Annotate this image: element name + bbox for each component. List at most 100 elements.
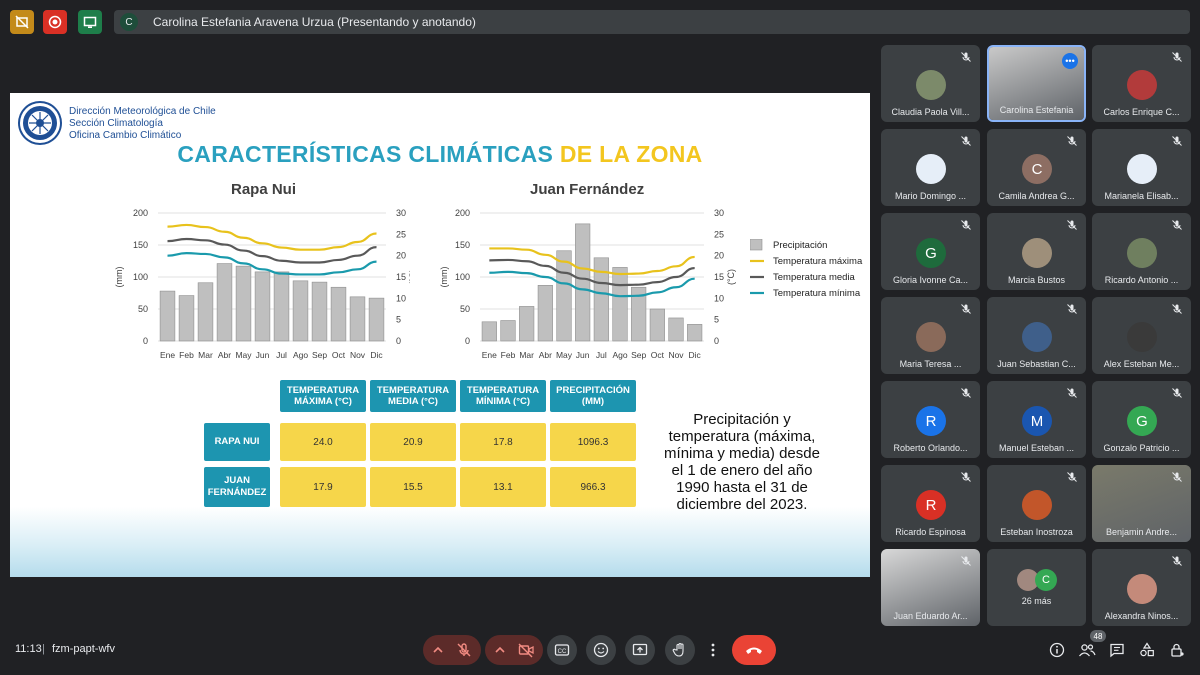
- participant-tile[interactable]: Maria Teresa ...: [881, 297, 980, 374]
- table-header-temp-max: TEMPERATURA MÁXIMA (°C): [280, 380, 366, 412]
- participant-tile[interactable]: Alexandra Ninos...: [1092, 549, 1191, 626]
- bar: [197, 282, 214, 342]
- top-bar: C Carolina Estefania Aravena Urzua (Pres…: [0, 0, 1200, 44]
- more-vert-icon: [711, 643, 715, 657]
- participant-tile[interactable]: Esteban Inostroza: [987, 465, 1086, 542]
- activities-button[interactable]: [1137, 640, 1157, 660]
- bar: [575, 223, 591, 342]
- participant-name: Esteban Inostroza: [1000, 527, 1073, 537]
- y-tick-label: 150: [455, 240, 470, 250]
- legend-label: Temperatura media: [773, 271, 855, 283]
- participant-tile[interactable]: Mario Domingo ...: [881, 129, 980, 206]
- participant-tile[interactable]: Carlos Enrique C...: [1092, 45, 1191, 122]
- y-tick-label: 0: [465, 336, 470, 346]
- chevron-up-icon[interactable]: [432, 644, 444, 656]
- participant-tile[interactable]: R Ricardo Espinosa: [881, 465, 980, 542]
- legend-bar-swatch: [750, 239, 763, 251]
- y-tick-label: 0: [143, 336, 148, 346]
- bar: [556, 250, 572, 342]
- no-present-icon[interactable]: [10, 10, 34, 34]
- present-screen-icon: [632, 643, 648, 656]
- participant-name: Carolina Estefania: [999, 105, 1074, 115]
- mic-off-icon: [961, 304, 971, 314]
- participant-tile[interactable]: G Gonzalo Patricio ...: [1092, 381, 1191, 458]
- participant-tile[interactable]: Alex Esteban Me...: [1092, 297, 1191, 374]
- participant-tile[interactable]: Benjamin Andre...: [1092, 465, 1191, 542]
- captions-button[interactable]: CC: [547, 635, 577, 665]
- participant-tile[interactable]: R Roberto Orlando...: [881, 381, 980, 458]
- mic-off-icon: [1172, 556, 1182, 566]
- bar: [311, 281, 328, 342]
- y2-tick-label: 0: [714, 336, 719, 346]
- present-button[interactable]: [625, 635, 655, 665]
- mic-control[interactable]: [423, 635, 481, 665]
- meeting-info-button[interactable]: [1047, 640, 1067, 660]
- x-tick-label: Nov: [668, 350, 684, 360]
- y2-tick-label: 10: [714, 293, 724, 303]
- bar: [216, 263, 233, 342]
- camera-control[interactable]: [485, 635, 543, 665]
- presenter-banner: C Carolina Estefania Aravena Urzua (Pres…: [114, 10, 1190, 34]
- participant-name: Mario Domingo ...: [894, 191, 967, 201]
- x-tick-label: May: [235, 350, 252, 360]
- bar: [273, 271, 290, 342]
- chart-title-rapa-nui: Rapa Nui: [231, 181, 297, 198]
- participant-tile[interactable]: Marcia Bustos: [987, 213, 1086, 290]
- mic-off-icon: [961, 220, 971, 230]
- mic-off-icon[interactable]: [456, 642, 472, 658]
- participant-tile[interactable]: Claudia Paola Vill...: [881, 45, 980, 122]
- more-options-button[interactable]: [704, 635, 722, 665]
- participant-tile[interactable]: Juan Eduardo Ar...: [881, 549, 980, 626]
- emoji-button[interactable]: [586, 635, 616, 665]
- mic-off-icon: [1067, 136, 1077, 146]
- more-options-icon[interactable]: •••: [1062, 53, 1078, 69]
- participant-name: Marcia Bustos: [1007, 275, 1066, 285]
- participant-name: Gloria Ivonne Ca...: [892, 275, 969, 285]
- host-controls-button[interactable]: [1167, 640, 1187, 660]
- bar: [368, 297, 385, 342]
- chat-button[interactable]: [1107, 640, 1127, 660]
- mic-off-icon: [961, 472, 971, 482]
- participant-tile[interactable]: Carolina Estefania •••: [987, 45, 1086, 122]
- chevron-up-icon[interactable]: [494, 644, 506, 656]
- participant-name: Ricardo Antonio ...: [1104, 275, 1179, 285]
- mic-off-icon: [1172, 472, 1182, 482]
- y-axis-label: (mm): [114, 267, 124, 288]
- clock: 11:13: [15, 643, 42, 655]
- y-tick-label: 100: [133, 272, 148, 282]
- mic-off-icon: [961, 388, 971, 398]
- participant-tile[interactable]: G Gloria Ivonne Ca...: [881, 213, 980, 290]
- legend-precipitacion: Precipitación: [750, 237, 862, 253]
- mic-off-icon: [961, 52, 971, 62]
- chat-icon: [1110, 643, 1124, 658]
- y2-tick-label: 25: [396, 229, 406, 239]
- avatar: [1127, 322, 1157, 352]
- screen-share-icon[interactable]: [78, 10, 102, 34]
- participant-tile[interactable]: Ricardo Antonio ...: [1092, 213, 1191, 290]
- y2-tick-label: 30: [714, 208, 724, 218]
- avatar: [1127, 154, 1157, 184]
- participant-tile[interactable]: C Camila Andrea G...: [987, 129, 1086, 206]
- camera-off-icon[interactable]: [518, 642, 534, 658]
- dmc-logo: [18, 101, 62, 145]
- participant-name: Marianela Elisab...: [1104, 191, 1179, 201]
- presenter-text: Carolina Estefania Aravena Urzua (Presen…: [153, 15, 476, 29]
- y2-tick-label: 0: [396, 336, 401, 346]
- leave-call-button[interactable]: [732, 635, 776, 665]
- lock-person-icon: [1171, 643, 1184, 657]
- participant-tile[interactable]: Juan Sebastian C...: [987, 297, 1086, 374]
- participant-count-badge: 48: [1090, 630, 1106, 642]
- participant-tile[interactable]: Marianela Elisab...: [1092, 129, 1191, 206]
- participant-tile[interactable]: C 26 más: [987, 549, 1086, 626]
- info-icon: [1049, 642, 1065, 658]
- y2-tick-label: 30: [396, 208, 406, 218]
- participant-name: Maria Teresa ...: [899, 359, 962, 369]
- x-tick-label: May: [556, 350, 573, 360]
- record-icon[interactable]: [43, 10, 67, 34]
- series-line: [167, 237, 377, 264]
- people-button[interactable]: [1077, 640, 1097, 660]
- participant-tile[interactable]: M Manuel Esteban ...: [987, 381, 1086, 458]
- raise-hand-button[interactable]: [665, 635, 695, 665]
- slide-title: CARACTERÍSTICAS CLIMÁTICAS DE LA ZONA: [10, 141, 870, 168]
- participant-name: Roberto Orlando...: [893, 443, 968, 453]
